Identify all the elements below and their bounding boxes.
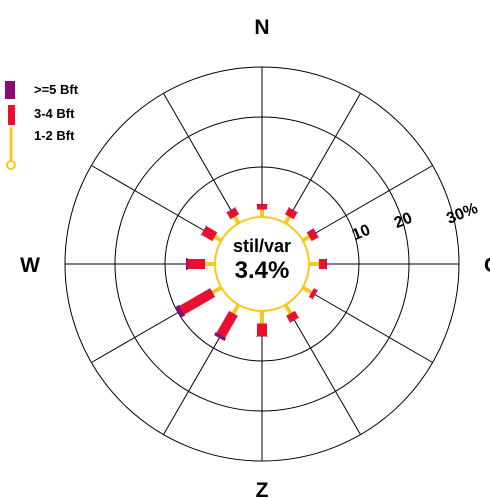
bar-30-1-2-bft <box>283 215 291 225</box>
calm-center: stil/var 3.4% <box>214 216 310 312</box>
grid-spoke-60 <box>302 165 433 241</box>
bar-150-1-2-bft <box>283 303 293 315</box>
bar-150-3-4-bft <box>286 310 299 323</box>
bar-240--5-bft <box>174 304 186 318</box>
bar-60-1-2-bft <box>301 235 311 243</box>
legend: >=5 Bft 3-4 Bft 1-2 Bft <box>5 81 79 170</box>
calm-circle <box>214 216 310 312</box>
legend-swatch-1-2-bft-marker <box>6 160 16 170</box>
bar-120-1-2-bft <box>301 285 313 295</box>
compass-east-label: O <box>484 254 490 277</box>
bar-210-3-4-bft <box>216 310 238 338</box>
bar-300-3-4-bft <box>201 226 218 242</box>
bar-330-3-4-bft <box>226 207 240 220</box>
calm-value: 3.4% <box>235 257 290 284</box>
ring-label-20: 20 <box>392 210 415 232</box>
grid-spoke-30 <box>285 93 361 224</box>
compass-west-label: W <box>20 254 40 277</box>
legend-label-3-4-bft: 3-4 Bft <box>34 106 75 121</box>
bar-240-1-2-bft <box>211 285 223 295</box>
ring-label-10: 10 <box>350 222 373 244</box>
ring-labels: 10 20 30% <box>350 200 480 244</box>
bar-330-1-2-bft <box>233 215 241 225</box>
compass-south-label: Z <box>256 479 269 498</box>
legend-label-1-2-bft: 1-2 Bft <box>34 128 75 143</box>
calm-label: stil/var <box>233 236 291 256</box>
grid-spoke-330 <box>163 93 239 224</box>
bar-30-3-4-bft <box>284 207 298 220</box>
grid-spoke-300 <box>91 165 222 241</box>
wind-bars <box>174 204 327 342</box>
legend-label-5-bft: >=5 Bft <box>34 82 79 97</box>
bar-120-3-4-bft <box>308 288 318 299</box>
compass-labels: N Z W O <box>20 16 490 498</box>
bar-240-3-4-bft <box>179 288 216 315</box>
bar-210-1-2-bft <box>231 303 241 315</box>
compass-north-label: N <box>254 16 269 39</box>
grid-spoke-120 <box>302 287 433 363</box>
legend-swatch-3-4-bft <box>8 105 15 125</box>
bar-60-3-4-bft <box>306 228 319 242</box>
legend-swatch-5-bft <box>5 81 15 99</box>
bar-210--5-bft <box>214 332 227 342</box>
bar-300-1-2-bft <box>213 235 223 243</box>
grid-spoke-150 <box>285 304 361 435</box>
